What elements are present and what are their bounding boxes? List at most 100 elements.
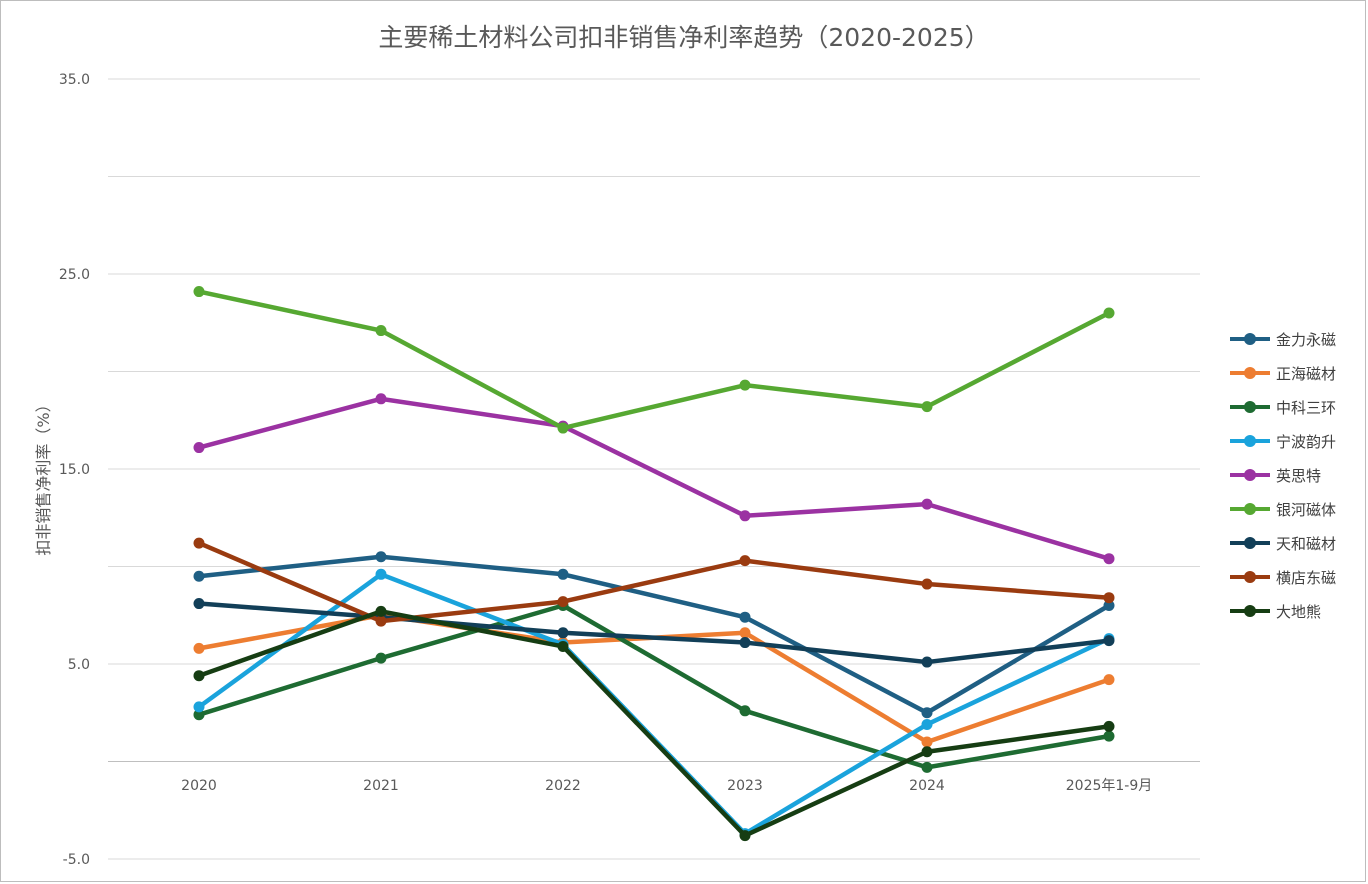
legend-item: 英思特 (1230, 458, 1336, 492)
x-tick-label: 2021 (363, 778, 399, 794)
series-8 (193, 605, 1115, 842)
data-point (193, 709, 205, 721)
data-point (1103, 600, 1115, 611)
data-point (193, 701, 205, 713)
legend-swatch (1230, 570, 1270, 584)
data-point (921, 707, 933, 719)
x-tick-label: 2023 (727, 778, 763, 794)
legend-item: 中科三环 (1230, 390, 1336, 424)
data-point (375, 568, 387, 580)
series-4 (193, 393, 1115, 565)
data-point (1103, 553, 1115, 565)
y-tick-label: 25.0 (59, 267, 90, 283)
data-point (921, 761, 933, 773)
data-point (739, 510, 751, 522)
legend-label: 中科三环 (1276, 398, 1337, 417)
data-point (739, 705, 751, 717)
data-point (1103, 674, 1115, 686)
data-point (739, 555, 751, 567)
series-line (196, 540, 1112, 624)
data-point (193, 598, 205, 610)
data-point (739, 379, 751, 391)
legend-swatch (1230, 536, 1270, 550)
legend-item: 大地熊 (1230, 594, 1336, 628)
data-point (375, 393, 387, 405)
data-point (921, 656, 933, 668)
data-point (739, 830, 751, 842)
data-point (193, 670, 205, 682)
data-point (921, 498, 933, 510)
series-line (196, 601, 1112, 665)
legend-swatch (1230, 366, 1270, 380)
legend-item: 银河磁体 (1230, 492, 1336, 526)
legend-label: 大地熊 (1276, 602, 1322, 621)
legend-label: 英思特 (1276, 466, 1322, 485)
data-point (1103, 730, 1115, 742)
series-2 (193, 600, 1115, 773)
data-point (1103, 635, 1115, 647)
legend-label: 银河磁体 (1276, 500, 1337, 519)
data-point (375, 605, 387, 617)
legend-label: 正海磁材 (1276, 364, 1337, 383)
data-point (557, 422, 569, 434)
legend-item: 横店东磁 (1230, 560, 1336, 594)
legend: 金力永磁正海磁材中科三环宁波韵升英思特银河磁体天和磁材横店东磁大地熊 (1230, 322, 1336, 628)
data-point (557, 627, 569, 639)
data-point (1103, 592, 1115, 604)
data-point (739, 611, 751, 623)
legend-swatch (1230, 434, 1270, 448)
legend-item: 正海磁材 (1230, 356, 1336, 390)
data-point (739, 637, 751, 649)
legend-label: 金力永磁 (1276, 330, 1337, 349)
legend-swatch (1230, 502, 1270, 516)
series-7 (193, 537, 1115, 627)
series-line (196, 396, 1112, 561)
series-line (196, 613, 1112, 745)
legend-label: 横店东磁 (1276, 568, 1337, 587)
chart-title: 主要稀土材料公司扣非销售净利率趋势（2020-2025） (378, 23, 990, 52)
y-tick-label: 5.0 (68, 657, 90, 673)
legend-swatch (1230, 468, 1270, 482)
data-point (921, 736, 933, 748)
legend-label: 宁波韵升 (1276, 432, 1337, 451)
data-point (193, 537, 205, 549)
series-0 (193, 551, 1115, 719)
data-point (739, 627, 751, 639)
y-tick-label: 15.0 (59, 462, 90, 478)
data-point (921, 746, 933, 758)
data-point (557, 568, 569, 580)
data-point (1103, 720, 1115, 732)
legend-swatch (1230, 332, 1270, 346)
legend-item: 宁波韵升 (1230, 424, 1336, 458)
data-point (375, 652, 387, 664)
legend-swatch (1230, 400, 1270, 414)
data-point (921, 718, 933, 730)
x-tick-label: 2020 (181, 778, 217, 794)
series-line (196, 289, 1112, 431)
series-5 (193, 286, 1115, 434)
legend-swatch (1230, 604, 1270, 618)
x-tick-label: 2022 (545, 778, 581, 794)
data-point (921, 578, 933, 590)
data-point (193, 570, 205, 582)
x-tick-label: 2025年1-9月 (1066, 778, 1153, 794)
data-point (193, 442, 205, 454)
data-point (375, 551, 387, 563)
data-point (1103, 307, 1115, 319)
y-tick-label: -5.0 (63, 852, 90, 868)
data-point (557, 596, 569, 608)
x-tick-label: 2024 (909, 778, 945, 794)
data-point (375, 615, 387, 627)
data-point (921, 401, 933, 413)
data-point (193, 286, 205, 298)
data-point (557, 640, 569, 652)
legend-item: 天和磁材 (1230, 526, 1336, 560)
y-tick-label: 35.0 (59, 72, 90, 88)
legend-item: 金力永磁 (1230, 322, 1336, 356)
data-point (193, 642, 205, 654)
series-line (196, 554, 1112, 715)
series-3 (193, 568, 1115, 840)
series-line (196, 603, 1112, 770)
